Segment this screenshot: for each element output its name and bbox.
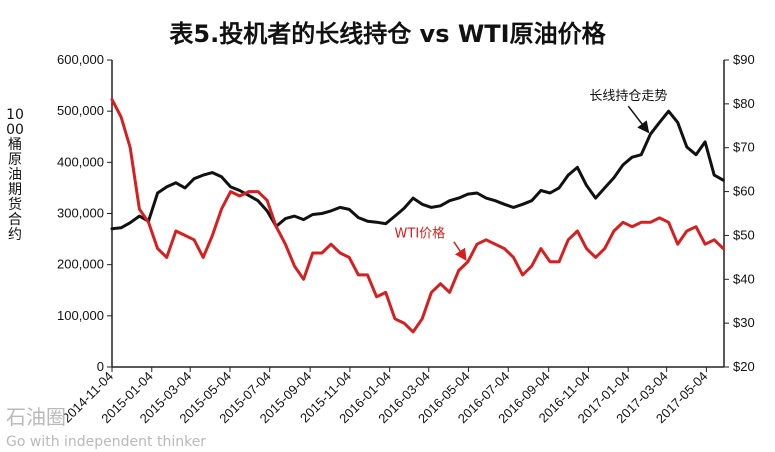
y-left-tick-label: 300,000: [57, 206, 104, 221]
annotation-long_positions: 长线持仓走势: [589, 88, 667, 104]
y-right-tick-label: $20: [733, 359, 755, 374]
chart-title: 表5.投机者的长线持仓 vs WTI原油价格: [169, 20, 606, 48]
y-right-tick-label: $60: [733, 184, 755, 199]
y-right-tick-label: $50: [733, 227, 755, 242]
annotation-arrow-long_positions: [627, 105, 650, 134]
annotation-wti_price: WTI价格: [395, 226, 446, 242]
watermark-tagline: Go with independent thinker: [6, 434, 207, 450]
y-left-tick-label: 600,000: [57, 52, 104, 67]
y-right-tick-label: $90: [733, 52, 755, 67]
watermark: 石油圈 Go with independent thinker: [6, 406, 206, 450]
series-layer: [110, 98, 725, 334]
y-axis-left-label: 1000桶原油期货合约: [6, 107, 24, 243]
y-right-tick-label: $40: [733, 271, 755, 286]
series-line-wti_price: [110, 98, 725, 334]
y-left-tick-label: 0: [97, 359, 104, 374]
y-left-tick-label: 100,000: [57, 308, 104, 323]
y-right-tick-label: $80: [733, 96, 755, 111]
y-right-tick-label: $30: [733, 315, 755, 330]
y-left-tick-label: 500,000: [57, 103, 104, 118]
annotation-layer: 长线持仓走势 WTI价格: [395, 88, 667, 261]
watermark-logo: 石油圈: [6, 405, 66, 429]
y-left-tick-label: 400,000: [57, 154, 104, 169]
y-left-tick-label: 200,000: [57, 257, 104, 272]
y-right-tick-label: $70: [733, 140, 755, 155]
series-line-long_positions: [110, 109, 725, 231]
annotation-arrow-wti_price: [453, 241, 467, 261]
